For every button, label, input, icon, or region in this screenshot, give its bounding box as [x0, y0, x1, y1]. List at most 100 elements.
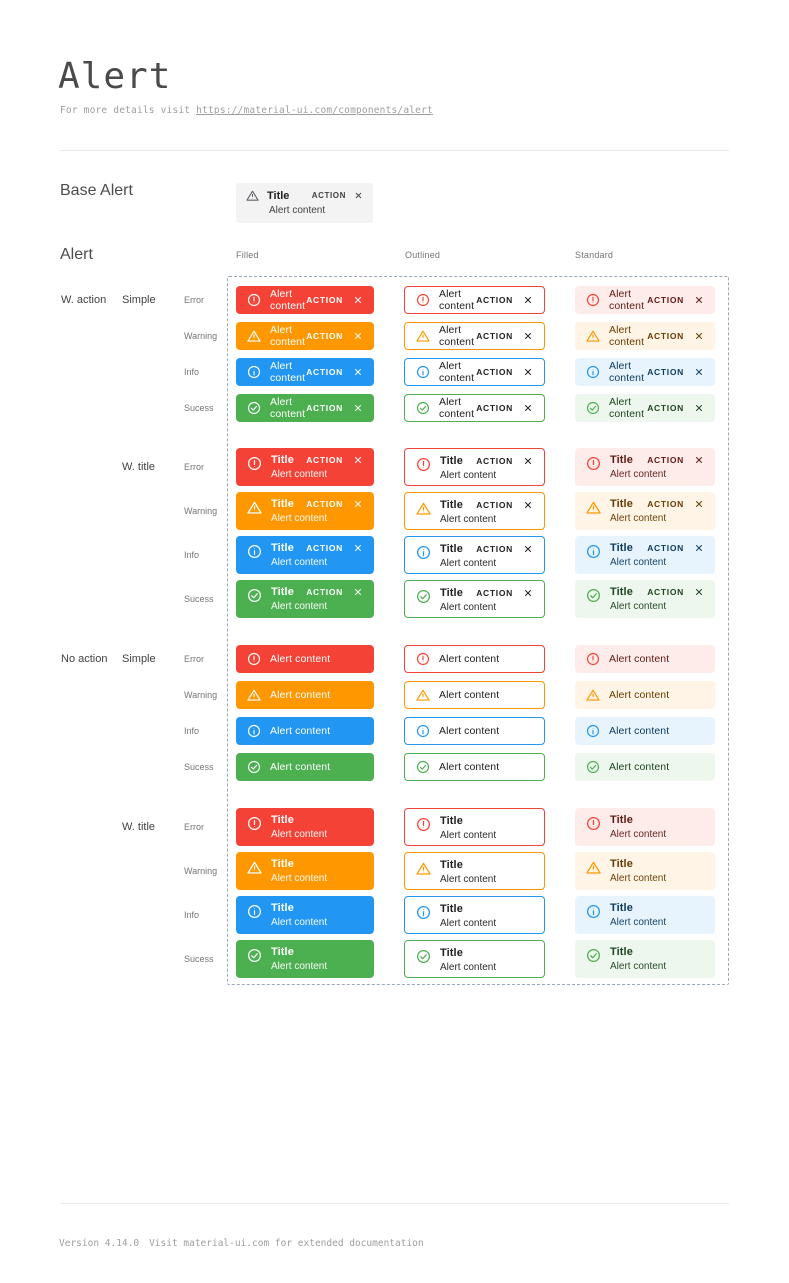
action-button[interactable]: ACTION: [476, 331, 513, 341]
alert-content: Alert content: [609, 288, 645, 312]
action-button[interactable]: ACTION: [647, 587, 684, 597]
close-icon[interactable]: [353, 455, 363, 465]
close-icon[interactable]: [694, 543, 704, 553]
close-icon[interactable]: [353, 543, 363, 553]
alert-section-label: Alert: [60, 246, 93, 263]
success-icon: [586, 760, 600, 774]
close-icon[interactable]: [694, 367, 704, 377]
close-icon[interactable]: [523, 367, 533, 377]
close-icon[interactable]: [353, 587, 363, 597]
standard-success-alert: Title ACTION Alert content: [575, 580, 715, 618]
warning-icon: [416, 501, 431, 516]
alert-title: Title: [610, 498, 633, 510]
action-button[interactable]: ACTION: [306, 295, 343, 305]
alert-title: Title: [610, 586, 633, 598]
standard-info-alert: Title Alert content: [575, 896, 715, 934]
action-button[interactable]: ACTION: [476, 295, 513, 305]
filled-success-alert: Title Alert content: [236, 940, 374, 978]
action-button[interactable]: ACTION: [647, 543, 684, 553]
alert-content: Alert content: [271, 557, 328, 568]
action-button[interactable]: ACTION: [647, 499, 684, 509]
alert-content: Alert content: [609, 324, 645, 348]
alert-title: Title: [610, 814, 633, 826]
action-button[interactable]: ACTION: [476, 588, 513, 598]
close-icon[interactable]: [353, 367, 363, 377]
action-button[interactable]: ACTION: [306, 587, 343, 597]
outlined-error-alert: Title Alert content: [404, 808, 545, 846]
close-icon[interactable]: [353, 331, 363, 341]
filled-error-alert: Alert content ACTION: [236, 286, 374, 314]
alert-content: Alert content: [271, 873, 328, 884]
action-button[interactable]: ACTION: [647, 295, 684, 305]
close-icon[interactable]: [523, 403, 533, 413]
outlined-info-alert: Alert content: [404, 717, 545, 745]
action-button[interactable]: ACTION: [311, 191, 346, 200]
alert-content: Alert content: [439, 360, 475, 384]
footer-note: Visit material-ui.com for extended docum…: [149, 1238, 424, 1249]
page-title: Alert: [58, 56, 172, 97]
alert-content: Alert content: [270, 324, 306, 348]
close-icon[interactable]: [694, 587, 704, 597]
alert-content: Alert content: [610, 829, 667, 840]
action-button[interactable]: ACTION: [647, 331, 684, 341]
action-button[interactable]: ACTION: [306, 499, 343, 509]
close-icon[interactable]: [354, 191, 363, 200]
outlined-info-alert: Title ACTION Alert content: [404, 536, 545, 574]
action-button[interactable]: ACTION: [306, 331, 343, 341]
alert-content: Alert content: [440, 514, 497, 525]
subtitle-text: For more details visit: [60, 105, 197, 116]
alert-content: Alert content: [271, 829, 328, 840]
alert-content: Alert content: [440, 558, 497, 569]
close-icon[interactable]: [353, 403, 363, 413]
footer: Version 4.14.0 Visit material-ui.com for …: [59, 1238, 434, 1249]
alert-title: Title: [440, 543, 463, 555]
close-icon[interactable]: [694, 499, 704, 509]
action-button[interactable]: ACTION: [647, 455, 684, 465]
close-icon[interactable]: [523, 456, 533, 466]
severity-label-error: Error: [184, 295, 204, 305]
close-icon[interactable]: [523, 500, 533, 510]
standard-warning-alert: Alert content: [575, 681, 715, 709]
outlined-error-alert: Alert content: [404, 645, 545, 673]
alert-content: Alert content: [440, 470, 497, 481]
alert-content: Alert content: [270, 288, 306, 312]
info-icon: [247, 904, 262, 919]
alert-title: Title: [440, 455, 463, 467]
close-icon[interactable]: [523, 331, 533, 341]
doc-link[interactable]: https://material-ui.com/components/alert: [196, 105, 433, 116]
alert-content: Alert content: [270, 396, 306, 420]
error-icon: [247, 293, 261, 307]
action-button[interactable]: ACTION: [647, 403, 684, 413]
action-button[interactable]: ACTION: [306, 367, 343, 377]
subtitle: For more details visit https://material-…: [60, 105, 433, 116]
severity-label-error: Error: [184, 654, 204, 664]
close-icon[interactable]: [523, 544, 533, 554]
close-icon[interactable]: [353, 295, 363, 305]
close-icon[interactable]: [694, 331, 704, 341]
action-button[interactable]: ACTION: [476, 500, 513, 510]
alert-title: Title: [271, 454, 294, 466]
close-icon[interactable]: [523, 295, 533, 305]
standard-warning-alert: Title ACTION Alert content: [575, 492, 715, 530]
filled-info-alert: Alert content: [236, 717, 374, 745]
action-button[interactable]: ACTION: [306, 403, 343, 413]
close-icon[interactable]: [694, 295, 704, 305]
variants-dashed-boundary: [227, 276, 729, 985]
close-icon[interactable]: [353, 499, 363, 509]
base-alert-content: Alert content: [269, 205, 326, 216]
alert-title: Title: [440, 499, 463, 511]
close-icon[interactable]: [694, 403, 704, 413]
action-button[interactable]: ACTION: [476, 367, 513, 377]
action-button[interactable]: ACTION: [476, 544, 513, 554]
action-button[interactable]: ACTION: [647, 367, 684, 377]
close-icon[interactable]: [523, 588, 533, 598]
close-icon[interactable]: [694, 455, 704, 465]
sub-label-w-title: W. title: [122, 821, 156, 833]
action-button[interactable]: ACTION: [476, 456, 513, 466]
action-button[interactable]: ACTION: [306, 455, 343, 465]
action-button[interactable]: ACTION: [306, 543, 343, 553]
action-button[interactable]: ACTION: [476, 403, 513, 413]
success-icon: [416, 949, 431, 964]
severity-label-info: Info: [184, 910, 200, 920]
success-icon: [247, 401, 261, 415]
